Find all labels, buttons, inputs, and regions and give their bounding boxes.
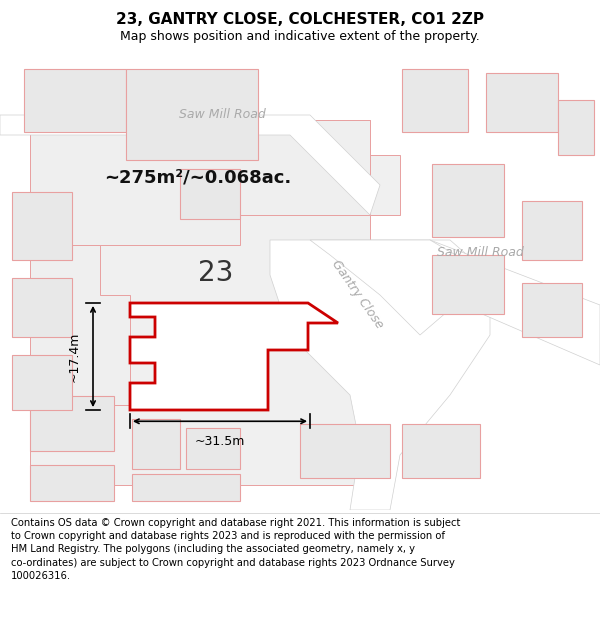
Bar: [30, 464, 114, 501]
Polygon shape: [30, 120, 370, 245]
Text: 23, GANTRY CLOSE, COLCHESTER, CO1 2ZP: 23, GANTRY CLOSE, COLCHESTER, CO1 2ZP: [116, 12, 484, 27]
Bar: [12, 191, 72, 260]
Polygon shape: [410, 240, 600, 365]
Bar: [180, 169, 240, 219]
Bar: [12, 278, 72, 337]
Text: ~31.5m: ~31.5m: [195, 435, 245, 448]
Bar: [186, 428, 240, 469]
Text: Saw Mill Road: Saw Mill Road: [437, 246, 523, 259]
Polygon shape: [30, 120, 400, 485]
Polygon shape: [310, 240, 490, 335]
Text: 23: 23: [199, 259, 233, 288]
Polygon shape: [130, 303, 338, 410]
Bar: [12, 355, 72, 410]
Bar: [132, 474, 240, 501]
Bar: [558, 101, 594, 155]
Bar: [522, 282, 582, 337]
Polygon shape: [270, 240, 490, 510]
Polygon shape: [0, 115, 380, 215]
Bar: [300, 424, 390, 478]
Bar: [402, 69, 468, 132]
Text: ~275m²/~0.068ac.: ~275m²/~0.068ac.: [104, 169, 292, 187]
Bar: [402, 424, 480, 478]
Bar: [486, 73, 558, 132]
Text: Saw Mill Road: Saw Mill Road: [179, 107, 265, 121]
Bar: [432, 255, 504, 314]
Bar: [522, 201, 582, 260]
Text: Map shows position and indicative extent of the property.: Map shows position and indicative extent…: [120, 30, 480, 43]
Polygon shape: [30, 245, 130, 445]
Bar: [30, 396, 114, 451]
Text: Gantry Close: Gantry Close: [329, 257, 385, 331]
Text: Contains OS data © Crown copyright and database right 2021. This information is : Contains OS data © Crown copyright and d…: [11, 518, 460, 581]
Bar: [24, 69, 126, 132]
Bar: [432, 164, 504, 237]
Bar: [132, 419, 180, 469]
Bar: [126, 69, 258, 159]
Text: ~17.4m: ~17.4m: [68, 331, 81, 382]
